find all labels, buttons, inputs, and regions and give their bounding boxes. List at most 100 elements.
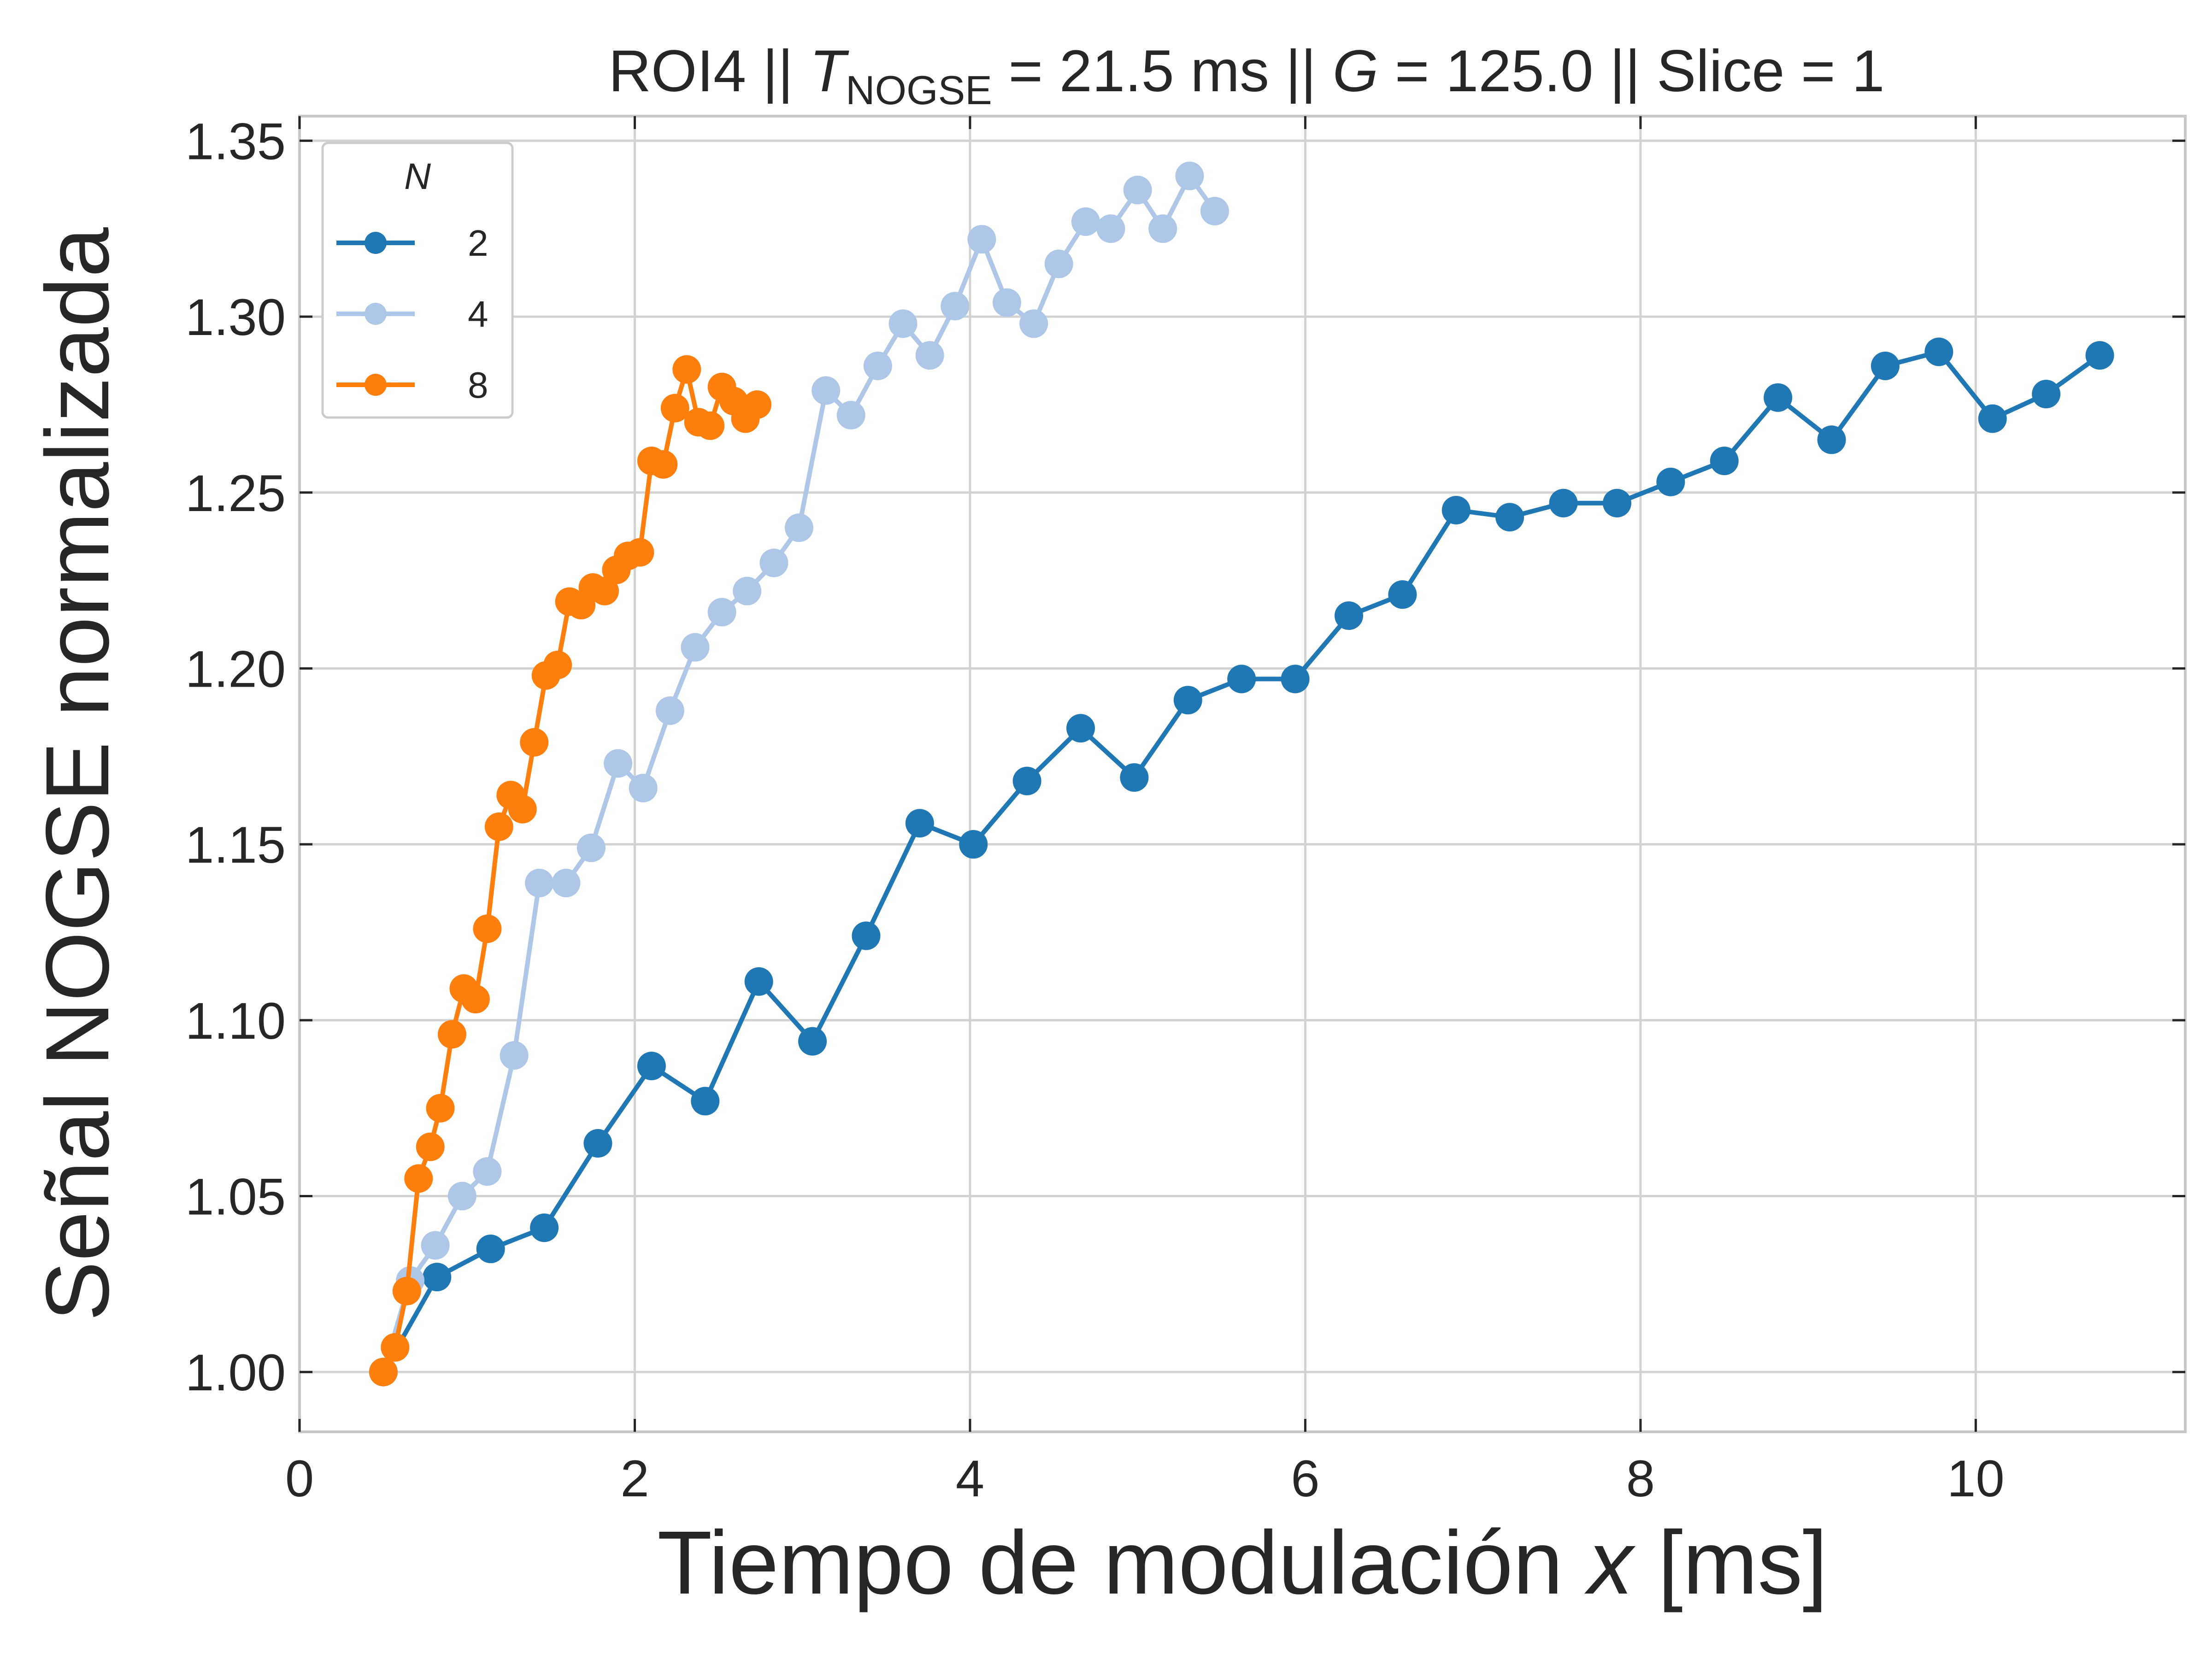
data-point-2 — [905, 809, 934, 838]
legend-marker — [365, 374, 387, 396]
data-point-2 — [1495, 503, 1524, 532]
data-point-4 — [447, 1182, 477, 1211]
data-point-4 — [1200, 197, 1229, 226]
y-tick-label: 1.30 — [185, 288, 286, 346]
data-point-2 — [1817, 425, 1846, 454]
data-point-8 — [696, 411, 725, 440]
data-point-8 — [473, 914, 502, 943]
data-point-8 — [484, 812, 513, 841]
data-point-4 — [1071, 207, 1100, 236]
series-8 — [369, 355, 771, 1387]
x-axis-label-var: x — [1584, 1512, 1636, 1613]
y-tick-label: 1.10 — [185, 992, 286, 1050]
data-point-2 — [1710, 447, 1739, 476]
legend: N 2 4 8 — [321, 141, 514, 419]
data-point-8 — [416, 1132, 445, 1161]
data-point-2 — [798, 1027, 827, 1056]
data-point-2 — [1978, 404, 2007, 433]
data-point-2 — [2032, 380, 2061, 409]
x-tick-label: 10 — [1947, 1450, 2005, 1507]
data-point-2 — [1281, 665, 1310, 694]
data-point-2 — [1924, 337, 1953, 366]
data-point-4 — [421, 1231, 450, 1260]
data-point-8 — [426, 1094, 455, 1123]
data-point-8 — [369, 1358, 398, 1387]
x-axis-label-suffix: [ms] — [1633, 1512, 1827, 1613]
y-tick-label: 1.05 — [185, 1168, 286, 1226]
legend-label: 8 — [468, 365, 488, 406]
data-point-8 — [508, 794, 537, 824]
data-point-4 — [1148, 214, 1177, 243]
axis-ticks: 0 2 4 6 8 10 1.00 1.05 1.10 1.15 1.20 1.25 1.30 1.35 — [185, 112, 2185, 1507]
data-point-2 — [1441, 495, 1471, 524]
data-point-4 — [836, 400, 865, 429]
data-point-4 — [1019, 309, 1048, 338]
data-point-2 — [744, 967, 773, 996]
data-point-4 — [915, 341, 944, 370]
data-point-4 — [784, 513, 813, 542]
y-axis-label: Señal NOGSE normalizada — [27, 227, 128, 1321]
x-tick-label: 2 — [620, 1450, 649, 1507]
data-point-2 — [959, 830, 988, 859]
legend-entry-8: 8 — [336, 365, 488, 406]
title-prefix: ROI4 || — [608, 38, 809, 104]
data-point-8 — [392, 1277, 421, 1306]
data-point-4 — [1123, 176, 1152, 205]
data-point-4 — [500, 1041, 529, 1070]
x-axis-label: Tiempo de modulación x [ms] — [657, 1512, 1828, 1613]
data-point-4 — [941, 292, 970, 321]
data-point-8 — [381, 1333, 410, 1362]
data-point-8 — [625, 538, 654, 567]
legend-label: 2 — [468, 223, 488, 264]
title-middle: = 21.5 ms || — [992, 38, 1333, 104]
data-point-8 — [520, 728, 549, 757]
x-tick-label: 8 — [1626, 1450, 1655, 1507]
x-tick-label: 4 — [956, 1450, 984, 1507]
legend-entry-4: 4 — [336, 294, 488, 335]
data-point-2 — [691, 1087, 720, 1116]
data-point-2 — [1602, 488, 1631, 518]
data-point-4 — [577, 833, 606, 862]
data-point-2 — [1120, 763, 1149, 792]
data-point-2 — [1173, 686, 1202, 715]
x-tick-label: 0 — [285, 1450, 314, 1507]
legend-box — [321, 141, 514, 419]
chart-title: ROI4 || TNOGSE = 21.5 ms || G = 125.0 ||… — [608, 38, 1884, 113]
data-point-4 — [473, 1157, 502, 1186]
data-point-2 — [1012, 766, 1041, 795]
legend-marker — [365, 303, 387, 325]
legend-marker — [365, 232, 387, 254]
data-point-8 — [461, 985, 490, 1014]
data-point-4 — [733, 577, 762, 606]
data-point-4 — [681, 633, 710, 662]
y-tick-label: 1.20 — [185, 640, 286, 698]
data-point-8 — [660, 394, 689, 423]
data-point-2 — [1549, 488, 1578, 518]
data-point-4 — [629, 774, 658, 803]
data-point-8 — [590, 577, 619, 606]
data-point-2 — [637, 1052, 666, 1081]
series-layer — [369, 161, 2114, 1387]
series-2 — [369, 337, 2114, 1387]
data-point-2 — [423, 1263, 452, 1292]
data-point-2 — [852, 921, 881, 950]
data-point-2 — [1656, 467, 1685, 496]
data-point-8 — [404, 1164, 433, 1193]
data-point-2 — [2085, 341, 2114, 370]
data-point-4 — [604, 749, 633, 778]
y-tick-label: 1.35 — [185, 112, 286, 170]
legend-title: N — [404, 156, 431, 197]
data-point-2 — [1871, 351, 1900, 380]
data-point-4 — [888, 309, 918, 338]
data-point-4 — [967, 225, 996, 254]
title-t-subscript: NOGSE — [846, 67, 992, 113]
data-point-4 — [1096, 214, 1125, 243]
title-g-symbol: G — [1333, 38, 1379, 104]
data-point-4 — [759, 548, 788, 577]
data-point-4 — [1044, 249, 1073, 278]
data-point-2 — [1388, 580, 1417, 609]
data-point-8 — [437, 1020, 466, 1049]
data-point-4 — [992, 288, 1021, 317]
data-point-4 — [1175, 161, 1204, 190]
